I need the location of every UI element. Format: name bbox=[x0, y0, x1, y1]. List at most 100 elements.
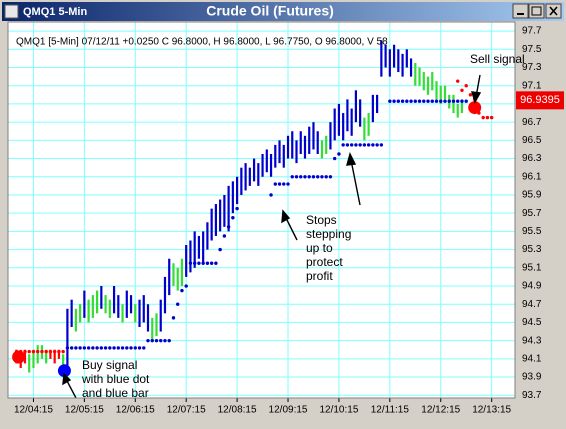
stop-dot bbox=[44, 349, 48, 354]
minimize-button[interactable] bbox=[512, 3, 529, 19]
stop-dot bbox=[218, 247, 222, 252]
last-price-label: 96.9395 bbox=[520, 94, 560, 106]
y-tick-label: 97.5 bbox=[522, 44, 542, 55]
y-tick-label: 94.7 bbox=[522, 299, 542, 310]
y-tick-label: 94.5 bbox=[522, 317, 542, 328]
stop-dot bbox=[439, 99, 443, 103]
stop-dot bbox=[362, 143, 367, 147]
stop-dot bbox=[413, 99, 417, 103]
x-tick-label: 12/08:15 bbox=[218, 405, 257, 416]
stop-dot bbox=[379, 143, 384, 147]
y-tick-label: 97.1 bbox=[522, 80, 542, 91]
stop-dot bbox=[447, 99, 451, 103]
stop-dot bbox=[426, 99, 430, 103]
stop-dot bbox=[456, 79, 460, 83]
marks bbox=[12, 40, 494, 378]
stop-dot bbox=[371, 143, 375, 147]
y-tick-label: 94.9 bbox=[522, 281, 542, 292]
stop-dot bbox=[320, 175, 324, 179]
stop-dot bbox=[349, 143, 354, 147]
stop-dot bbox=[282, 182, 286, 186]
stop-dot bbox=[201, 261, 205, 265]
stop-dot bbox=[167, 338, 171, 343]
stop-dot bbox=[116, 346, 121, 350]
stop-dot bbox=[82, 346, 87, 350]
stop-dot bbox=[214, 261, 218, 265]
annotation-text: Stops bbox=[306, 213, 337, 227]
stop-dot bbox=[154, 338, 159, 343]
stop-dot bbox=[40, 349, 44, 354]
stop-dot bbox=[171, 316, 176, 320]
stop-dot bbox=[277, 182, 282, 186]
stop-dot bbox=[197, 261, 201, 265]
annotation-text: Sell signal bbox=[470, 52, 525, 66]
stop-dot bbox=[65, 346, 70, 350]
stop-dot bbox=[392, 99, 396, 103]
stop-dot bbox=[443, 99, 447, 103]
x-tick-label: 12/09:15 bbox=[269, 405, 308, 416]
stop-dot bbox=[52, 349, 57, 354]
stop-dot bbox=[434, 99, 439, 103]
y-tick-label: 94.3 bbox=[522, 335, 542, 346]
window-title: QMQ1 5-Min bbox=[23, 6, 87, 18]
stop-dot bbox=[358, 143, 362, 147]
y-tick-label: 97.3 bbox=[522, 62, 542, 73]
stop-dot bbox=[307, 175, 311, 179]
stop-dot bbox=[396, 99, 401, 103]
stop-dot bbox=[61, 349, 65, 354]
stop-dot bbox=[294, 175, 299, 179]
stop-dot bbox=[129, 346, 133, 350]
stop-dot bbox=[35, 349, 40, 354]
stop-dot bbox=[231, 216, 235, 220]
stop-dot bbox=[95, 346, 99, 350]
stop-dot bbox=[456, 99, 460, 103]
annotation-text: stepping bbox=[306, 227, 351, 241]
stop-dot bbox=[460, 99, 464, 103]
y-tick-label: 94.1 bbox=[522, 353, 542, 364]
y-tick-label: 95.9 bbox=[522, 190, 542, 201]
x-tick-label: 12/12:15 bbox=[421, 405, 460, 416]
plot-area bbox=[8, 22, 515, 398]
y-tick-label: 96.7 bbox=[522, 117, 542, 128]
signal-dot bbox=[468, 101, 482, 115]
y-tick-label: 96.3 bbox=[522, 153, 542, 164]
stop-dot bbox=[31, 349, 36, 354]
signal-dot bbox=[12, 350, 26, 364]
grid bbox=[8, 22, 515, 398]
close-glyph bbox=[549, 6, 558, 16]
y-tick-label: 95.3 bbox=[522, 244, 542, 255]
stop-dot bbox=[103, 346, 108, 350]
stop-dot bbox=[299, 175, 303, 179]
window-buttons[interactable] bbox=[512, 3, 562, 19]
stop-dot bbox=[303, 175, 307, 179]
stop-dot bbox=[125, 346, 129, 350]
stop-dot bbox=[485, 115, 490, 120]
stop-dot bbox=[142, 346, 146, 350]
stop-dot bbox=[400, 99, 405, 103]
y-tick-label: 96.1 bbox=[522, 171, 542, 182]
stop-dot bbox=[464, 84, 468, 88]
stop-dot bbox=[112, 346, 116, 350]
chart-title: Crude Oil (Futures) bbox=[206, 3, 334, 19]
stop-dot bbox=[108, 346, 112, 350]
annotation-text: up to bbox=[306, 241, 333, 255]
stop-dot bbox=[235, 206, 239, 211]
stop-dot bbox=[120, 346, 125, 350]
stop-dot bbox=[375, 143, 379, 147]
stop-dot bbox=[451, 99, 456, 103]
stop-dot bbox=[86, 346, 91, 350]
stop-dot bbox=[430, 99, 434, 103]
stop-dot bbox=[345, 143, 350, 147]
stop-dot bbox=[192, 261, 197, 265]
maximize-button[interactable] bbox=[528, 3, 545, 19]
stop-dot bbox=[146, 338, 150, 343]
y-tick-label: 95.5 bbox=[522, 226, 542, 237]
annotation-text: Buy signal bbox=[82, 358, 137, 372]
stop-dot bbox=[91, 346, 95, 350]
stop-dot bbox=[269, 193, 273, 197]
stop-dot bbox=[422, 99, 426, 103]
stop-dot bbox=[324, 175, 328, 179]
signal-dot bbox=[57, 364, 71, 378]
stop-dot bbox=[176, 302, 180, 306]
